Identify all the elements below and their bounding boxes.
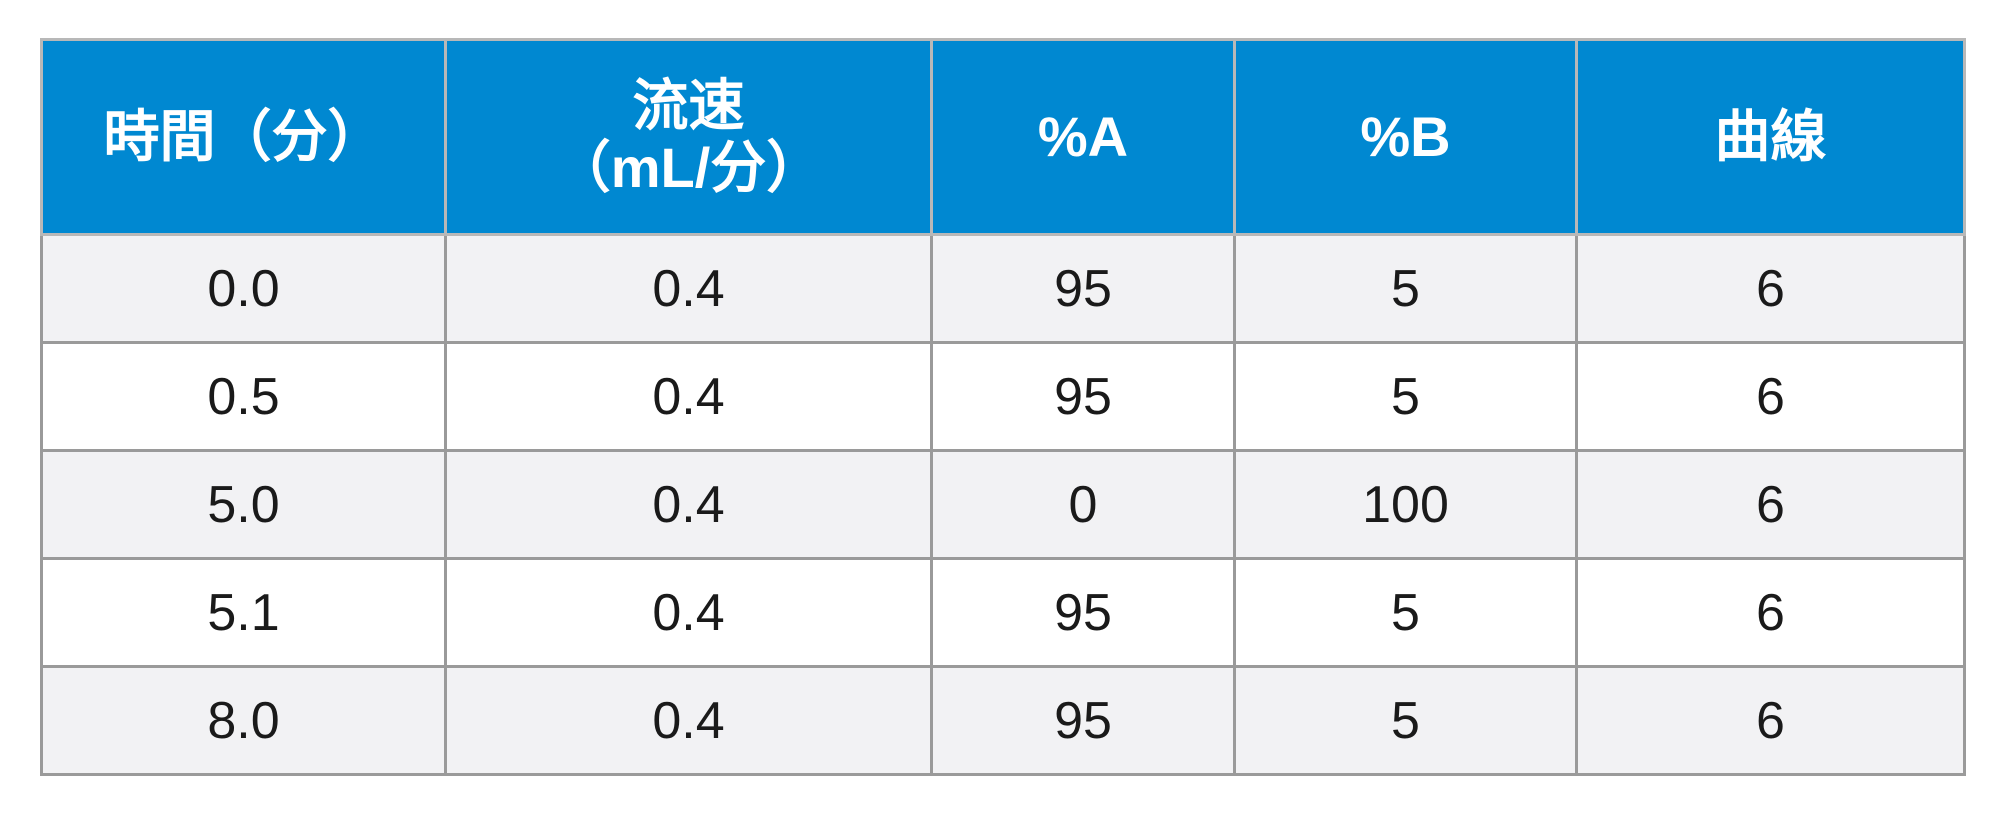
table-cell: 5 (1233, 557, 1578, 668)
table-cell: 6 (1575, 557, 1966, 668)
header-cell: %A (930, 38, 1236, 236)
table-cell: 95 (930, 557, 1236, 668)
table-cell: 0.4 (444, 557, 933, 668)
table-cell: 0.4 (444, 341, 933, 452)
table-row: 5.0 0.4 0 100 6 (40, 449, 1966, 560)
header-cell: 流速 （mL/分） (444, 38, 933, 236)
header-cell: 曲線 (1575, 38, 1966, 236)
table-row: 0.0 0.4 95 5 6 (40, 233, 1966, 344)
table-cell: 6 (1575, 665, 1966, 776)
table-cell: 5 (1233, 341, 1578, 452)
gradient-table: 時間（分） 流速 （mL/分） %A %B 曲線 0.0 0.4 95 5 6 0.5 0.4 95 5… (40, 38, 1966, 776)
table-cell: 95 (930, 341, 1236, 452)
table-cell: 0.4 (444, 233, 933, 344)
table-row: 0.5 0.4 95 5 6 (40, 341, 1966, 452)
table-row: 8.0 0.4 95 5 6 (40, 665, 1966, 776)
table-cell: 5 (1233, 233, 1578, 344)
table-cell: 0.5 (40, 341, 447, 452)
table-cell: 95 (930, 665, 1236, 776)
table-cell: 6 (1575, 341, 1966, 452)
table-body: 0.0 0.4 95 5 6 0.5 0.4 95 5 6 5.0 0.4 0 100 6 5.1 0.4 95 5… (40, 233, 1966, 776)
table-cell: 0.4 (444, 449, 933, 560)
table-cell: 0 (930, 449, 1236, 560)
table-cell: 0.0 (40, 233, 447, 344)
table-cell: 0.4 (444, 665, 933, 776)
table-row: 5.1 0.4 95 5 6 (40, 557, 1966, 668)
table-cell: 5 (1233, 665, 1578, 776)
table-container: 時間（分） 流速 （mL/分） %A %B 曲線 0.0 0.4 95 5 6 0.5 0.4 95 5… (40, 38, 1966, 776)
table-cell: 100 (1233, 449, 1578, 560)
header-cell: %B (1233, 38, 1578, 236)
header-row: 時間（分） 流速 （mL/分） %A %B 曲線 (40, 38, 1966, 236)
table-cell: 95 (930, 233, 1236, 344)
table-cell: 5.0 (40, 449, 447, 560)
table-cell: 6 (1575, 449, 1966, 560)
table-cell: 6 (1575, 233, 1966, 344)
table-cell: 5.1 (40, 557, 447, 668)
header-cell: 時間（分） (40, 38, 447, 236)
table-cell: 8.0 (40, 665, 447, 776)
